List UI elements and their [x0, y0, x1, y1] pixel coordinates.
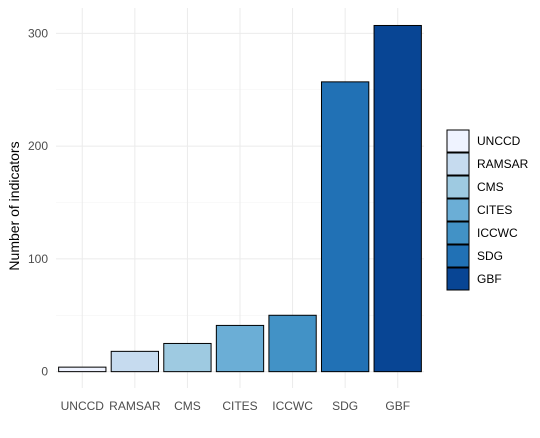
legend-swatch [446, 175, 470, 199]
bar-iccwc [268, 314, 317, 373]
bars [58, 24, 422, 373]
legend-label: SDG [477, 249, 503, 263]
x-tick-label: SDG [332, 399, 358, 413]
legend-swatch [446, 244, 470, 268]
legend-label: ICCWC [477, 226, 518, 240]
y-tick-label: 100 [28, 252, 48, 266]
legend-label: GBF [477, 272, 502, 286]
legend-label: CMS [477, 180, 504, 194]
x-tick-label: GBF [385, 399, 410, 413]
y-tick-label: 0 [41, 365, 48, 379]
legend-item-gbf: GBF [446, 267, 502, 291]
y-tick-labels: 0 100 200 300 [28, 26, 48, 378]
bar-cites [215, 324, 265, 373]
legend-item-cites: CITES [446, 198, 512, 222]
legend-swatch [446, 129, 470, 153]
legend-swatch [446, 198, 470, 222]
legend-item-unccd: UNCCD [446, 129, 521, 153]
y-axis-title: Number of indicators [6, 141, 22, 270]
x-tick-label: CMS [174, 399, 201, 413]
legend-item-sdg: SDG [446, 244, 503, 268]
legend-swatch [446, 221, 470, 245]
legend-item-ramsar: RAMSAR [446, 152, 529, 176]
bar-gbf [373, 24, 422, 373]
legend: UNCCD RAMSAR CMS CITES ICCWC SDG GBF [446, 129, 529, 291]
x-tick-labels: UNCCD RAMSAR CMS CITES ICCWC SDG GBF [61, 399, 410, 413]
legend-label: CITES [477, 203, 512, 217]
legend-item-iccwc: ICCWC [446, 221, 518, 245]
bar-unccd [58, 366, 107, 373]
bar-sdg [320, 81, 370, 373]
legend-swatch [446, 152, 470, 176]
legend-swatch [446, 267, 470, 291]
x-tick-label: UNCCD [61, 399, 105, 413]
y-tick-label: 200 [28, 139, 48, 153]
y-tick-label: 300 [28, 26, 48, 40]
bar-ramsar [110, 350, 160, 373]
x-tick-label: ICCWC [272, 399, 313, 413]
bar-cms [163, 342, 212, 373]
legend-item-cms: CMS [446, 175, 504, 199]
x-tick-label: CITES [222, 399, 257, 413]
legend-label: UNCCD [477, 134, 521, 148]
x-tick-label: RAMSAR [109, 399, 161, 413]
legend-label: RAMSAR [477, 157, 529, 171]
